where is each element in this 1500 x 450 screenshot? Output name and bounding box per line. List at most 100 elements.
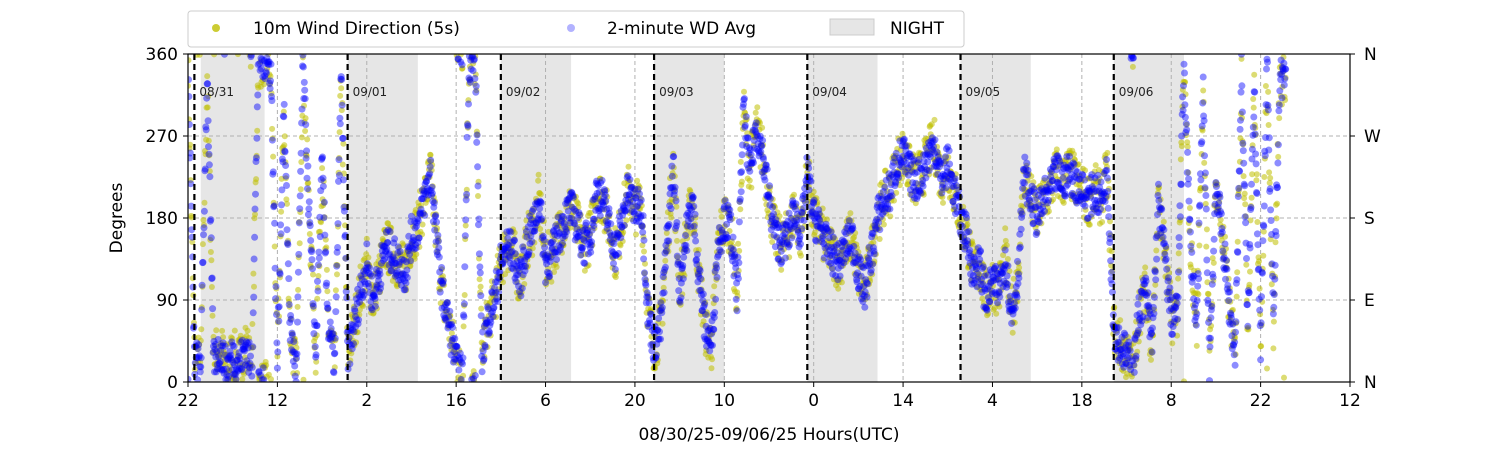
wd-avg-point-1342 — [796, 232, 804, 240]
wind-5s-point-206 — [294, 303, 301, 310]
x-tick-label-6: 10 — [713, 391, 735, 411]
wd-avg-point-2197 — [1186, 216, 1194, 224]
wd-avg-point-615 — [465, 100, 472, 108]
wind-5s-point-514 — [458, 377, 465, 382]
wind-5s-point-2002 — [1250, 96, 1257, 102]
wd-avg-point-180 — [266, 85, 274, 92]
wind-5s-point-357 — [374, 281, 381, 288]
wd-avg-point-322 — [331, 349, 339, 357]
wd-avg-point-1133 — [701, 300, 709, 308]
wd-avg-point-271 — [308, 248, 316, 256]
wind-5s-point-214 — [298, 134, 305, 141]
wd-avg-point-262 — [304, 185, 311, 193]
wd-avg-point-34 — [200, 231, 207, 239]
wd-avg-point-165 — [259, 364, 267, 372]
wd-avg-point-1117 — [693, 250, 701, 258]
wd-avg-point-2296 — [1231, 361, 1239, 369]
wd-avg-point-641 — [476, 269, 484, 277]
wd-avg-point-438 — [384, 239, 392, 246]
wd-avg-point-210 — [280, 113, 288, 121]
right-tick-label-0: N — [1364, 373, 1377, 393]
wind-5s-point-1868 — [1178, 143, 1185, 150]
wd-avg-point-2019 — [1105, 213, 1113, 221]
wd-avg-point-244 — [295, 219, 303, 227]
right-tick-label-2: S — [1364, 209, 1375, 229]
wind-5s-point-196 — [289, 330, 296, 337]
wind-5s-point-624 — [517, 269, 523, 276]
wd-avg-point-1489 — [863, 293, 871, 301]
wind-5s-point-1908 — [1200, 87, 1207, 94]
wind-5s-point-454 — [426, 174, 433, 181]
wind-5s-point-1059 — [748, 184, 755, 191]
wind-5s-point-647 — [529, 252, 536, 259]
wind-5s-point-563 — [484, 344, 491, 350]
wd-avg-point-222 — [285, 301, 293, 308]
wind-5s-point-212 — [297, 186, 304, 193]
wind-5s-point-980 — [706, 339, 713, 346]
wind-5s-point-1519 — [993, 310, 1000, 317]
wd-avg-point-1157 — [712, 295, 720, 303]
wd-avg-point-580 — [449, 323, 456, 331]
wd-avg-point-331 — [335, 156, 343, 164]
wind-5s-point-1776 — [1129, 63, 1136, 70]
wd-avg-point-625 — [469, 67, 477, 75]
wd-avg-point-411 — [371, 302, 379, 310]
wind-5s-point-2028 — [1264, 365, 1270, 372]
wd-avg-point-260 — [303, 147, 311, 155]
wd-avg-point-505 — [414, 217, 422, 224]
wind-5s-point-987 — [710, 293, 717, 300]
wd-avg-point-1819 — [1014, 257, 1021, 265]
wind-5s-point-178 — [279, 149, 286, 156]
wind-5s-point-295 — [342, 222, 348, 229]
wind-5s-point-1403 — [931, 116, 938, 123]
wind-5s-point-394 — [394, 281, 401, 288]
wind-5s-point-129 — [253, 152, 260, 159]
day-label-6: 09/06 — [1119, 85, 1154, 99]
wind-5s-point-1850 — [1169, 340, 1176, 347]
wd-avg-point-1618 — [922, 174, 930, 182]
wd-avg-point-1169 — [717, 248, 725, 256]
wd-avg-point-386 — [360, 291, 368, 299]
wd-avg-point-1924 — [1061, 192, 1069, 200]
wd-avg-point-873 — [582, 219, 590, 227]
wind-5s-point-1115 — [778, 266, 785, 273]
wind-5s-point-1 — [188, 57, 192, 64]
legend-label-wind-5s: 10m Wind Direction (5s) — [253, 19, 460, 39]
wd-avg-point-182 — [267, 60, 275, 68]
wd-avg-point-1458 — [849, 224, 857, 232]
wind-5s-point-429 — [413, 251, 420, 258]
wind-5s-point-549 — [477, 289, 484, 296]
wd-avg-point-671 — [490, 304, 498, 311]
wd-avg-point-2329 — [1246, 244, 1254, 252]
wd-avg-point-275 — [309, 302, 317, 310]
wd-avg-point-2181 — [1179, 93, 1187, 101]
wd-avg-point-226 — [287, 315, 295, 323]
wd-avg-point-261 — [303, 174, 311, 182]
wd-avg-point-1112 — [691, 210, 699, 218]
wd-avg-point-781 — [540, 236, 548, 244]
wd-avg-point-243 — [295, 250, 303, 258]
x-tick-label-3: 16 — [445, 391, 467, 411]
wd-avg-point-192 — [272, 295, 280, 303]
wd-avg-point-1919 — [1059, 174, 1067, 182]
wind-5s-point-817 — [619, 238, 626, 245]
wind-5s-point-175 — [278, 208, 285, 215]
wind-5s-point-965 — [698, 286, 705, 293]
wind-5s-point-182 — [281, 133, 288, 140]
wd-avg-point-2323 — [1243, 301, 1251, 309]
wind-5s-point-193 — [287, 315, 294, 322]
wind-5s-point-164 — [272, 280, 279, 287]
wd-avg-point-152 — [253, 103, 261, 111]
wind-5s-point-204 — [293, 344, 300, 351]
wd-avg-point-2191 — [1183, 169, 1191, 176]
wind-5s-point-662 — [537, 226, 544, 232]
wd-avg-point-269 — [307, 237, 315, 244]
wind-5s-point-294 — [341, 203, 348, 210]
wd-avg-point-23 — [195, 341, 202, 349]
wind-5s-point-990 — [711, 269, 718, 276]
wind-5s-point-653 — [532, 217, 539, 224]
wind-5s-point-312 — [351, 303, 357, 310]
wd-avg-point-46 — [205, 150, 213, 158]
wind-5s-point-481 — [440, 282, 447, 289]
wd-avg-point-1780 — [996, 293, 1004, 301]
